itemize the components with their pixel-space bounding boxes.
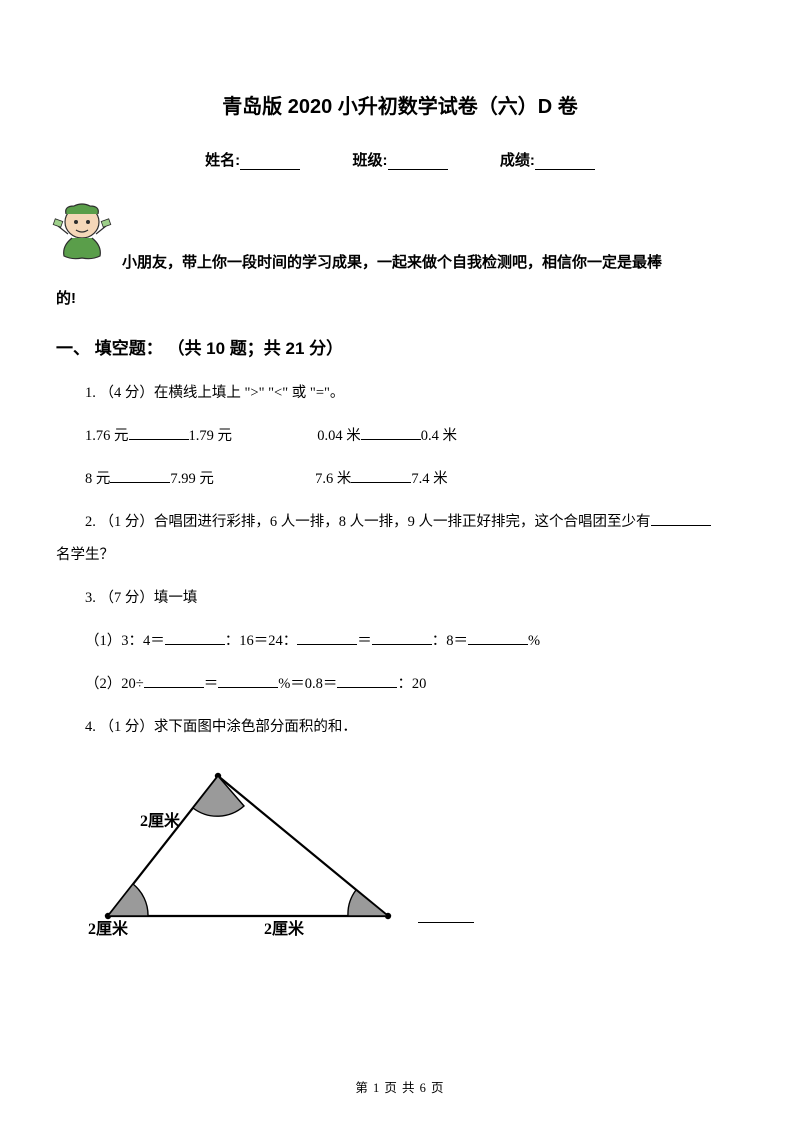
q3-p2-b: ＝ <box>204 676 219 692</box>
q1-row1: 1.76 元 1.79 元 0.04 米 0.4 米 <box>56 422 744 451</box>
section-1-heading: 一、 填空题： （共 10 题；共 21 分） <box>56 334 744 359</box>
q1-blank-1[interactable] <box>129 425 189 440</box>
q3-blank-2[interactable] <box>297 630 357 645</box>
q1-blank-4[interactable] <box>351 468 411 483</box>
q3-blank-1[interactable] <box>165 630 225 645</box>
exam-title: 青岛版 2020 小升初数学试卷（六）D 卷 <box>56 90 744 119</box>
q1-r2-la: 8 元 <box>85 471 110 487</box>
q1-r1-ra: 0.04 米 <box>317 428 361 444</box>
q1-r1-la: 1.76 元 <box>85 428 129 444</box>
q2-stem-a: 2. （1 分）合唱团进行彩排，6 人一排，8 人一排，9 人一排正好排完，这个… <box>85 514 651 530</box>
q4-blank[interactable] <box>418 908 474 923</box>
q2-blank[interactable] <box>651 511 711 526</box>
q3-blank-4[interactable] <box>468 630 528 645</box>
q3-p2-d: ：20 <box>397 676 426 692</box>
name-blank[interactable] <box>240 154 300 170</box>
q3-blank-6[interactable] <box>218 673 278 688</box>
score-blank[interactable] <box>535 154 595 170</box>
q3-blank-3[interactable] <box>372 630 432 645</box>
q1-row2: 8 元 7.99 元 7.6 米 7.4 米 <box>56 465 744 494</box>
q1-r2-ra: 7.6 米 <box>315 471 351 487</box>
q3-p1-e: % <box>528 633 540 649</box>
q1-r1-rb: 0.4 米 <box>421 428 457 444</box>
q3-blank-5[interactable] <box>144 673 204 688</box>
intro-text-2: 的! <box>56 287 744 308</box>
q3-p1-a: （1）3：4＝ <box>85 633 165 649</box>
q3-p1-b: ：16＝24： <box>225 633 298 649</box>
q3-stem: 3. （7 分）填一填 <box>56 584 744 613</box>
q3-part2: （2）20÷ ＝ %＝0.8＝ ：20 <box>56 670 744 699</box>
q3-part1: （1）3：4＝ ：16＝24： ＝ ：8＝% <box>56 627 744 656</box>
q3-p1-d: ：8＝ <box>432 633 468 649</box>
q1-r2-lb: 7.99 元 <box>170 471 214 487</box>
q3-p2-c: %＝0.8＝ <box>278 676 337 692</box>
q4-figure: 2厘米 2厘米 2厘米 <box>88 756 744 941</box>
q1-stem: 1. （4 分）在横线上填上 ">" "<" 或 "="。 <box>56 379 744 408</box>
q4-stem: 4. （1 分）求下面图中涂色部分面积的和． <box>56 713 744 742</box>
q3-blank-7[interactable] <box>337 673 397 688</box>
class-blank[interactable] <box>388 154 448 170</box>
q4-label-br: 2厘米 <box>264 919 305 936</box>
score-label: 成绩: <box>500 152 535 169</box>
q1-blank-2[interactable] <box>361 425 421 440</box>
q2-stem: 2. （1 分）合唱团进行彩排，6 人一排，8 人一排，9 人一排正好排完，这个… <box>56 508 744 537</box>
mascot-icon <box>52 198 112 268</box>
student-info-line: 姓名: 班级: 成绩: <box>56 149 744 170</box>
q3-p2-a: （2）20÷ <box>85 676 144 692</box>
q4-label-bl: 2厘米 <box>88 919 129 936</box>
intro-row: 小朋友，带上你一段时间的学习成果，一起来做个自我检测吧，相信你一定是最棒 <box>56 198 744 279</box>
q1-r2-rb: 7.4 米 <box>411 471 447 487</box>
name-label: 姓名: <box>205 152 240 169</box>
intro-text-1: 小朋友，带上你一段时间的学习成果，一起来做个自我检测吧，相信你一定是最棒 <box>122 198 662 279</box>
page-footer: 第 1 页 共 6 页 <box>0 1077 800 1096</box>
q4-label-top: 2厘米 <box>140 811 181 830</box>
q2-stem-b: 名学生？ <box>56 541 744 570</box>
class-label: 班级: <box>353 152 388 169</box>
q1-r1-lb: 1.79 元 <box>189 428 233 444</box>
q1-blank-3[interactable] <box>110 468 170 483</box>
q3-p1-c: ＝ <box>357 633 372 649</box>
